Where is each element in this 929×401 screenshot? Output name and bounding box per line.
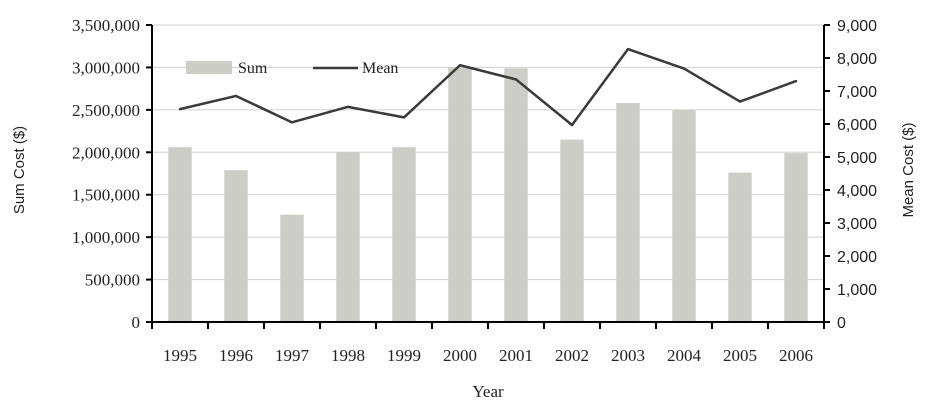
bar-sum — [392, 147, 416, 322]
legend: Sum Mean — [186, 60, 398, 77]
x-tick-label: 2001 — [499, 346, 533, 365]
y-tick-label-right: 3,000 — [837, 216, 877, 233]
x-tick-label: 2005 — [723, 346, 757, 365]
bar-sum — [784, 153, 808, 322]
x-tick-label: 2004 — [667, 346, 702, 365]
y-tick-label-right: 8,000 — [837, 51, 877, 68]
y-tick-label-left: 1,500,000 — [72, 186, 140, 205]
point-mean — [234, 94, 238, 98]
point-mean — [346, 105, 350, 109]
point-mean — [794, 79, 798, 83]
point-mean — [570, 123, 574, 127]
bar-sum — [168, 147, 192, 322]
y-tick-label-left: 2,000,000 — [72, 143, 140, 162]
point-mean — [514, 78, 518, 81]
y-axis-title-left: Sum Cost ($) — [11, 126, 28, 214]
line-layer — [178, 47, 798, 127]
bar-sum — [224, 170, 248, 322]
bar-sum — [448, 67, 472, 322]
y-tick-label-right: 4,000 — [837, 183, 877, 200]
y-tick-label-left: 500,000 — [85, 271, 140, 290]
x-tick-label: 2002 — [555, 346, 589, 365]
bar-sum — [560, 139, 584, 322]
bar-sum — [672, 109, 696, 322]
bar-sum — [504, 68, 528, 322]
x-tick-label: 2003 — [611, 346, 645, 365]
bar-sum — [336, 152, 360, 322]
point-mean — [682, 67, 686, 70]
point-mean — [458, 64, 462, 67]
bar-sum — [728, 172, 752, 322]
point-mean — [178, 107, 182, 111]
point-mean — [738, 100, 742, 103]
line-mean — [179, 47, 797, 127]
x-tick-label: 2006 — [779, 346, 813, 365]
y-axis-title-right: Mean Cost ($) — [900, 122, 917, 217]
x-tick-label: 1995 — [163, 346, 197, 365]
x-tick-label: 1998 — [331, 346, 365, 365]
point-mean — [290, 121, 294, 124]
axis-layer: 0 500,000 1,000,000 1,500,000 2,000,000 2,500… — [72, 16, 877, 365]
point-mean — [626, 47, 630, 51]
legend-swatch-sum — [186, 61, 232, 74]
y-tick-label-right: 5,000 — [837, 150, 877, 167]
point-mean — [402, 116, 406, 119]
y-tick-label-right: 6,000 — [837, 117, 877, 134]
y-tick-label-left: 1,000,000 — [72, 228, 140, 247]
legend-label-mean: Mean — [362, 60, 398, 77]
bar-sum — [616, 103, 640, 322]
y-tick-label-right: 0 — [837, 315, 846, 332]
y-tick-label-right: 7,000 — [837, 84, 877, 101]
x-tick-label: 1999 — [387, 346, 421, 365]
x-tick-label: 2000 — [443, 346, 477, 365]
y-tick-label-left: 2,500,000 — [72, 101, 140, 120]
x-tick-label: 1996 — [219, 346, 253, 365]
y-tick-label-right: 1,000 — [837, 282, 877, 299]
legend-label-sum: Sum — [238, 60, 268, 77]
bar-sum — [280, 214, 304, 322]
x-axis-title: Year — [472, 382, 504, 401]
y-tick-label-right: 2,000 — [837, 249, 877, 266]
x-tick-label: 1997 — [275, 346, 310, 365]
y-tick-label-left: 3,000,000 — [72, 58, 140, 77]
y-tick-label-left: 3,500,000 — [72, 16, 140, 35]
y-tick-label-right: 9,000 — [837, 18, 877, 35]
bar-layer — [168, 67, 808, 322]
y-tick-label-left: 0 — [132, 313, 141, 332]
